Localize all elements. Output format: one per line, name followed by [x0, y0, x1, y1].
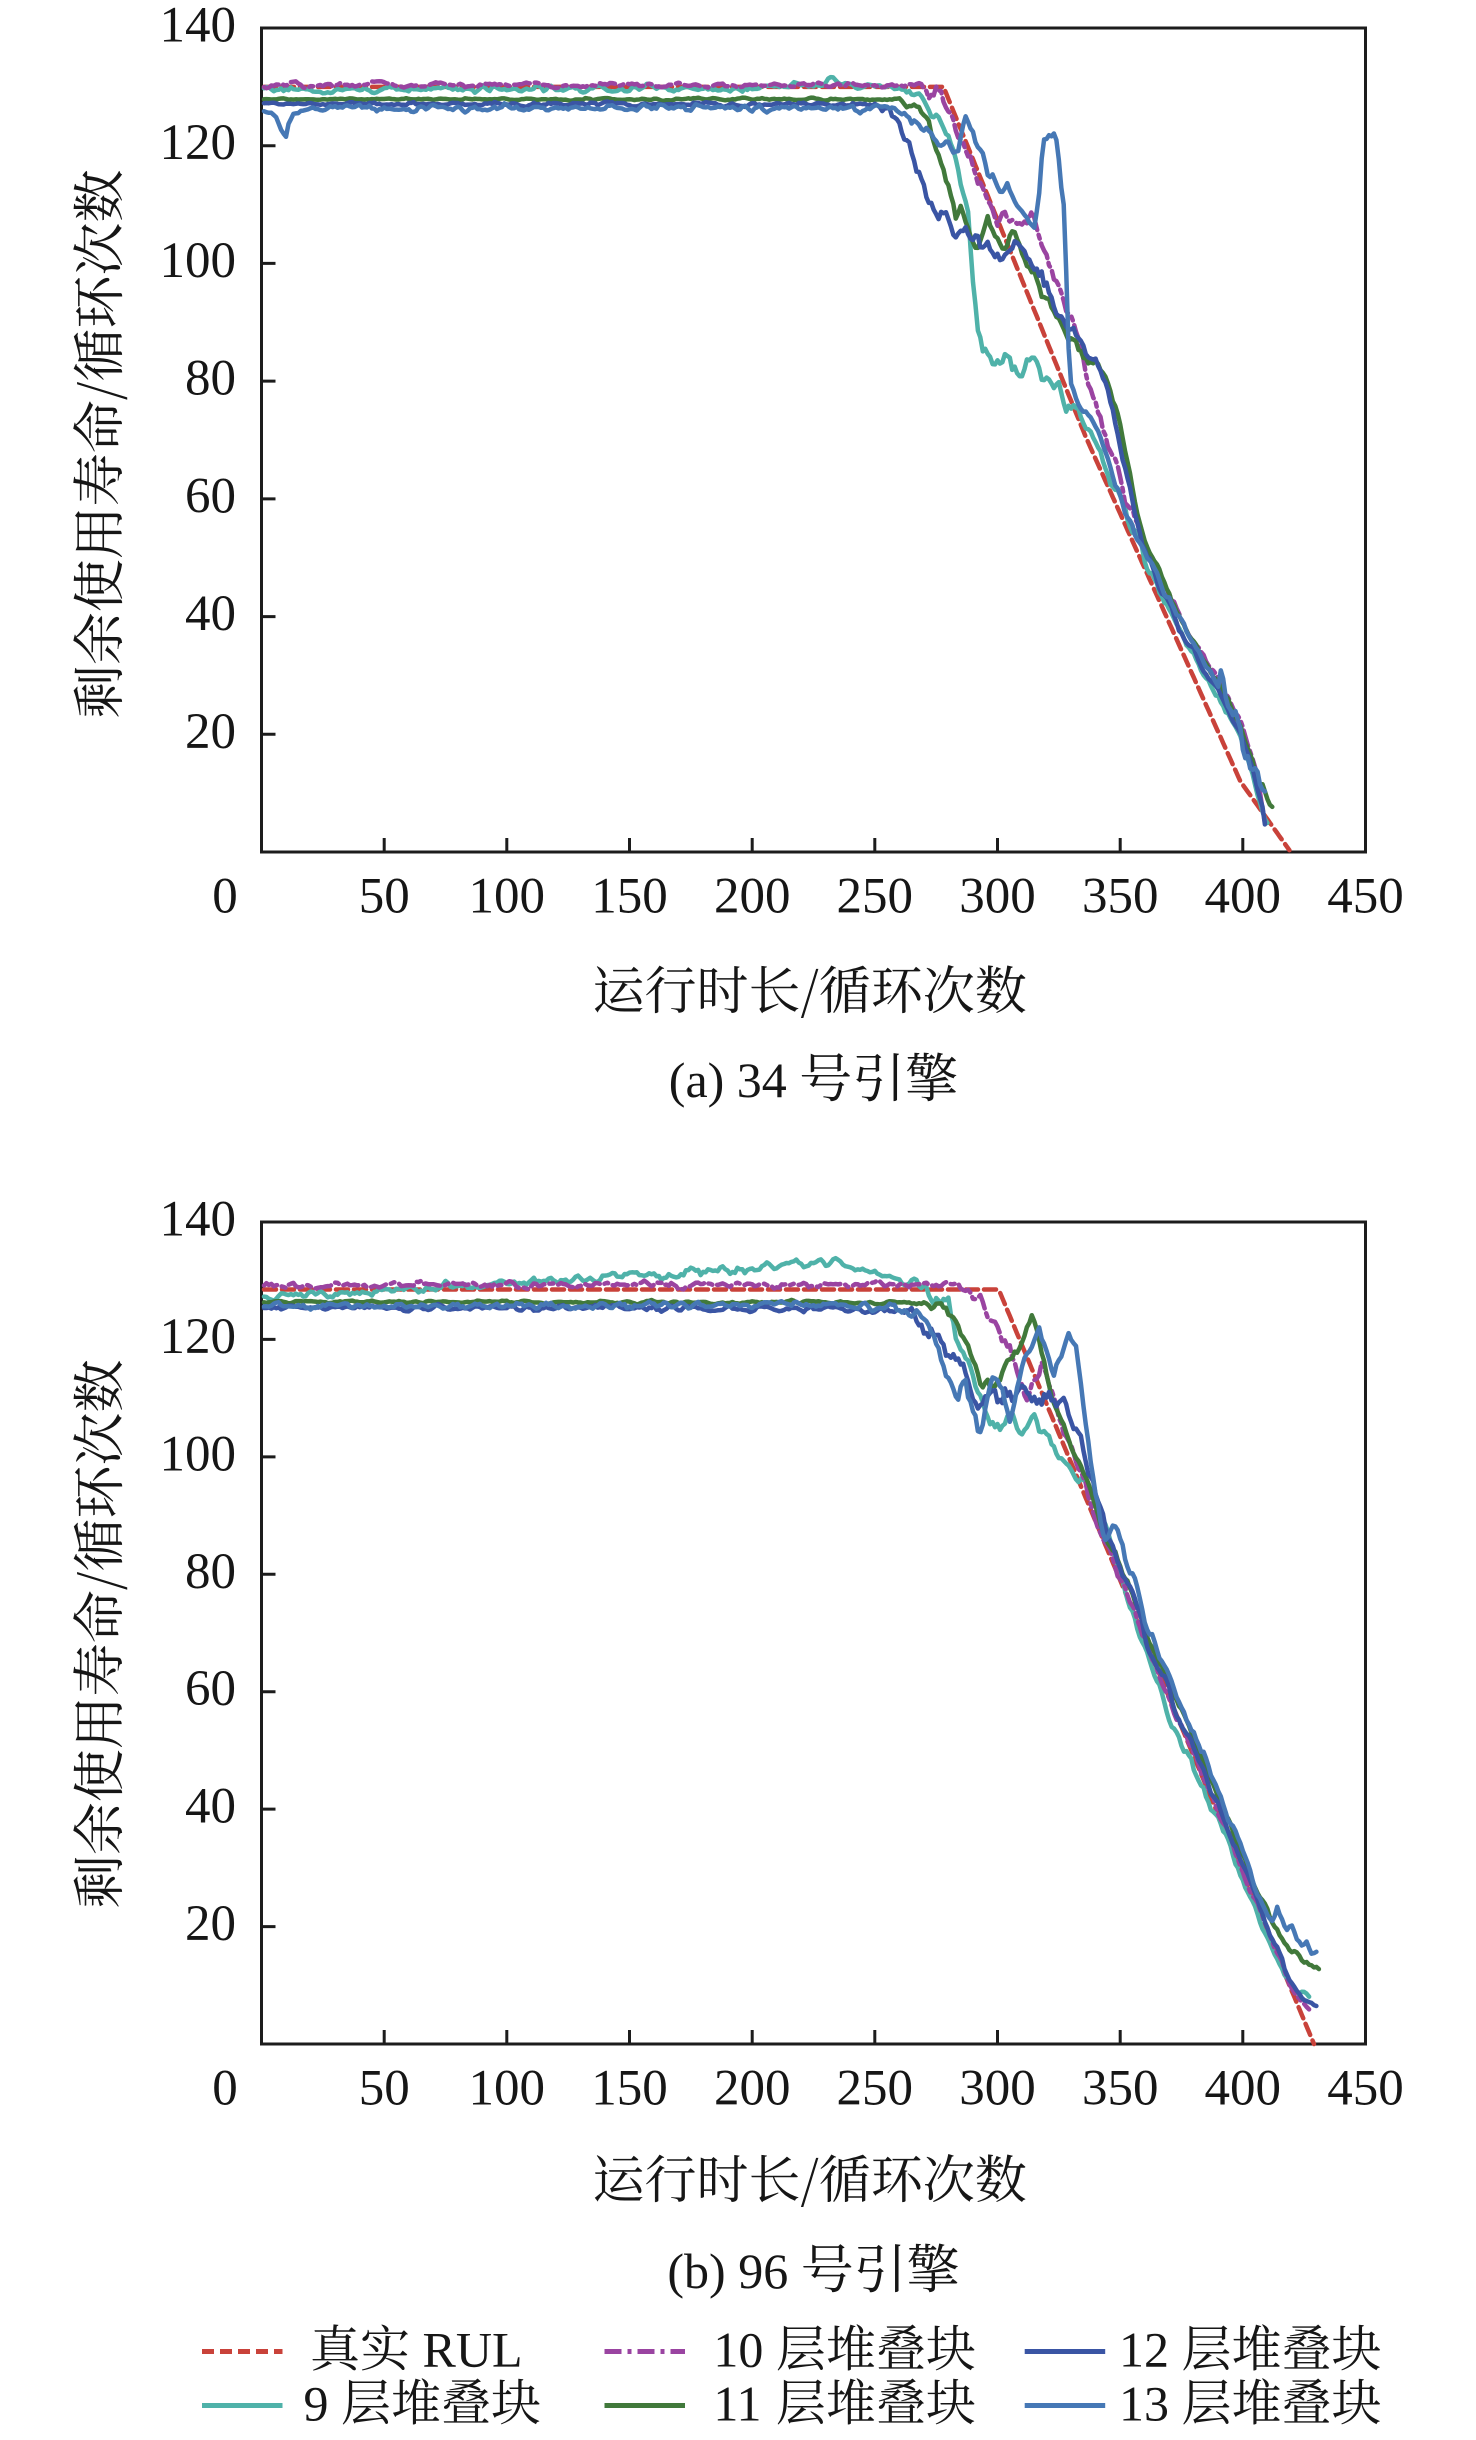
svg-text:(a) 34: (a) 34 [669, 1052, 787, 1108]
svg-text:60: 60 [185, 468, 236, 524]
svg-text:450: 450 [1327, 869, 1404, 925]
svg-text:9: 9 [304, 2376, 329, 2432]
svg-text:13: 13 [1119, 2376, 1169, 2432]
svg-text:50: 50 [359, 2061, 410, 2117]
svg-text:150: 150 [591, 2061, 668, 2117]
svg-text:200: 200 [714, 2061, 791, 2117]
svg-text:20: 20 [185, 1896, 236, 1952]
svg-text:350: 350 [1082, 869, 1159, 925]
svg-text:100: 100 [469, 869, 546, 925]
svg-text:100: 100 [469, 2061, 546, 2117]
svg-text:100: 100 [160, 233, 237, 289]
svg-text:400: 400 [1205, 869, 1282, 925]
svg-text:250: 250 [837, 2061, 914, 2117]
svg-text:80: 80 [185, 1544, 236, 1600]
svg-text:300: 300 [959, 2061, 1036, 2117]
svg-text:10: 10 [713, 2322, 763, 2378]
svg-text:150: 150 [591, 869, 668, 925]
svg-text:50: 50 [359, 869, 410, 925]
svg-text:400: 400 [1205, 2061, 1282, 2117]
svg-text:450: 450 [1327, 2061, 1404, 2117]
svg-text:0: 0 [212, 2061, 238, 2117]
svg-text:80: 80 [185, 351, 236, 407]
svg-text:120: 120 [160, 115, 237, 171]
svg-text:300: 300 [959, 869, 1036, 925]
svg-text:RUL: RUL [423, 2322, 523, 2378]
svg-text:350: 350 [1082, 2061, 1159, 2117]
svg-text:120: 120 [160, 1309, 237, 1365]
svg-text:250: 250 [837, 869, 914, 925]
svg-text:0: 0 [212, 869, 238, 925]
svg-text:11: 11 [713, 2376, 761, 2432]
svg-text:40: 40 [185, 1779, 236, 1835]
svg-text:20: 20 [185, 704, 236, 760]
svg-text:40: 40 [185, 586, 236, 642]
svg-text:200: 200 [714, 869, 791, 925]
svg-text:12: 12 [1119, 2322, 1169, 2378]
svg-text:100: 100 [160, 1426, 237, 1482]
svg-text:140: 140 [160, 1192, 237, 1248]
svg-text:60: 60 [185, 1661, 236, 1717]
svg-text:140: 140 [160, 0, 237, 54]
svg-text:(b) 96: (b) 96 [667, 2243, 788, 2299]
